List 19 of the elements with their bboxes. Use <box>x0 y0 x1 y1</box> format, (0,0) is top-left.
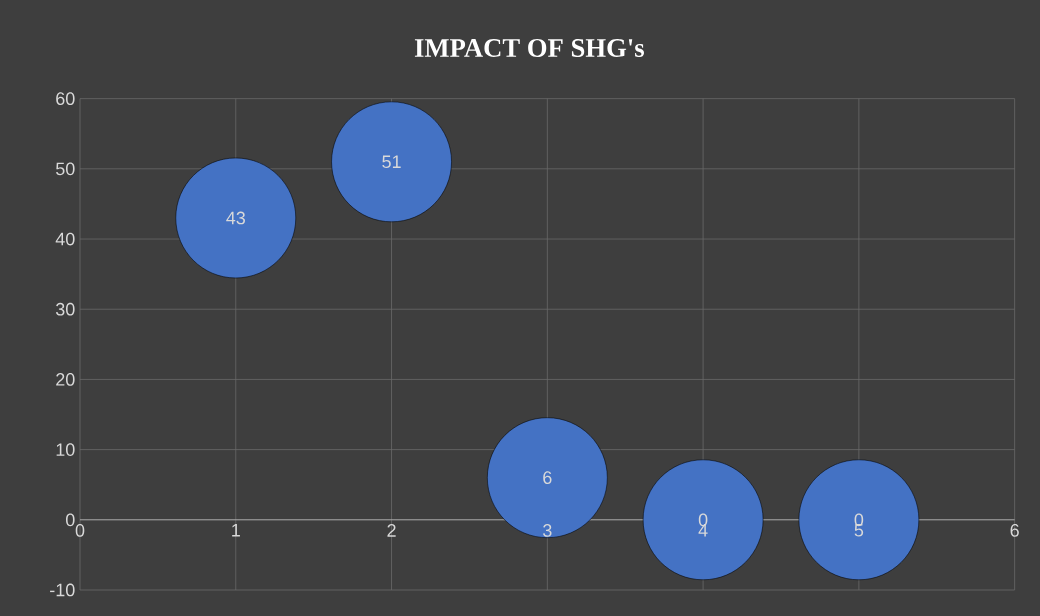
y-tick-label: 10 <box>56 443 75 456</box>
y-tick-label: 20 <box>56 373 75 386</box>
y-tick-label: 50 <box>55 162 75 176</box>
x-tick-label: 1 <box>232 524 240 537</box>
x-tick-label: 2 <box>387 524 396 537</box>
chart-title: IMPACT OF SHG's <box>414 39 644 57</box>
data-label: 0 <box>698 513 708 527</box>
data-label: 43 <box>226 211 245 225</box>
data-label: 6 <box>543 471 552 485</box>
x-tick-label: 6 <box>1010 524 1019 537</box>
x-tick-label: 4 <box>698 524 708 537</box>
data-label: 51 <box>382 155 401 169</box>
y-tick-label: 60 <box>56 92 75 106</box>
x-tick-label: 0 <box>75 524 85 537</box>
x-tick-label: 3 <box>543 524 552 537</box>
y-tick-label: -10 <box>50 583 75 597</box>
y-tick-label: 40 <box>55 232 75 246</box>
y-tick-label: 0 <box>65 513 75 527</box>
y-tick-label: 30 <box>55 302 75 316</box>
